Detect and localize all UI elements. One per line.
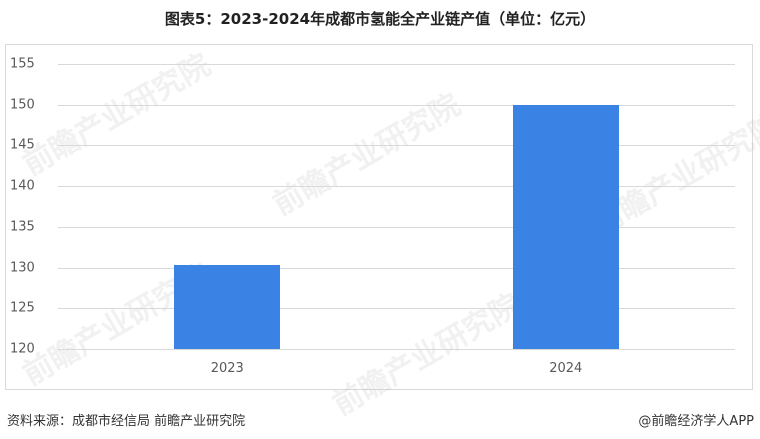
x-tick-label: 2024 (549, 361, 583, 376)
gridline (58, 308, 735, 310)
plot-area (58, 64, 735, 350)
gridline (58, 186, 735, 188)
source-note: 资料来源：成都市经信局 前瞻产业研究院 (7, 414, 246, 429)
gridline (58, 349, 735, 350)
x-tick-label: 2023 (210, 361, 244, 376)
gridline (58, 64, 735, 65)
y-tick-label: 135 (10, 219, 35, 235)
gridline (58, 226, 735, 228)
y-tick-label: 130 (10, 260, 35, 276)
chart-title: 图表5：2023-2024年成都市氢能全产业链产值（单位：亿元） (164, 10, 596, 28)
y-tick-label: 145 (10, 137, 35, 153)
y-tick-label: 155 (10, 56, 35, 72)
bar-2024 (512, 104, 619, 349)
gridline (58, 267, 735, 269)
y-tick-label: 150 (10, 97, 35, 113)
y-tick-label: 125 (10, 300, 35, 316)
y-tick-label: 120 (10, 341, 35, 357)
credit-note: @前瞻经济学人APP (638, 414, 754, 429)
chart-frame (5, 44, 753, 390)
gridline (58, 145, 735, 147)
gridline (58, 104, 735, 106)
bar-2023 (174, 265, 281, 349)
y-tick-label: 140 (10, 178, 35, 194)
